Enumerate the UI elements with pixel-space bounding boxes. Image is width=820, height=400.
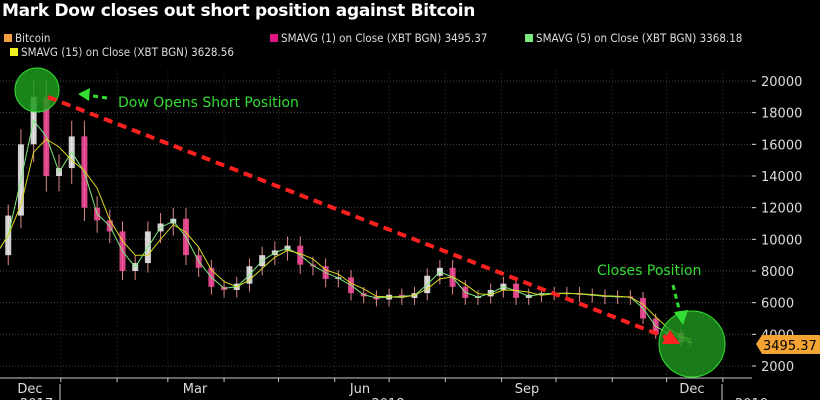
legend-label: Bitcoin bbox=[15, 31, 51, 45]
y-tick-label: 12000 bbox=[761, 202, 802, 217]
chart-title: Mark Dow closes out short position again… bbox=[2, 1, 476, 21]
legend-label: SMAVG (15) on Close (XBT BGN) 3628.56 bbox=[21, 45, 234, 59]
legend-swatch bbox=[525, 34, 533, 42]
legend-smavg5: SMAVG (5) on Close (XBT BGN) 3368.18 bbox=[525, 31, 742, 45]
x-year-label: 2017 bbox=[20, 397, 53, 400]
x-year-label: 2019 bbox=[735, 397, 768, 400]
sma-15-line bbox=[0, 138, 691, 340]
legend-swatch bbox=[270, 34, 278, 42]
y-tick-label: 2000 bbox=[761, 360, 794, 375]
y-tick-label: 20000 bbox=[761, 75, 802, 90]
x-tick-label: Dec bbox=[679, 382, 704, 397]
x-tick-label: Sep bbox=[515, 382, 540, 397]
last-price-tag: 3495.37 bbox=[756, 335, 820, 354]
x-year-label: 2018 bbox=[371, 397, 404, 400]
close-arrowhead bbox=[674, 310, 688, 325]
legend-label: SMAVG (1) on Close (XBT BGN) 3495.37 bbox=[281, 31, 488, 45]
legend-bitcoin: Bitcoin bbox=[4, 31, 50, 45]
y-tick-label: 8000 bbox=[761, 265, 794, 280]
close-annotation: Closes Position bbox=[597, 263, 701, 279]
legend-swatch bbox=[4, 34, 12, 42]
short-trend-arrow bbox=[47, 95, 669, 340]
y-tick-label: 6000 bbox=[761, 297, 794, 312]
legend-smavg15: SMAVG (15) on Close (XBT BGN) 3628.56 bbox=[10, 45, 234, 59]
open-position-circle bbox=[14, 67, 60, 113]
y-tick-label: 18000 bbox=[761, 107, 802, 122]
legend-swatch bbox=[10, 48, 18, 56]
open-arrowhead bbox=[78, 88, 90, 101]
short-trend-arrowhead bbox=[662, 330, 680, 344]
close-arrow bbox=[671, 284, 682, 314]
y-tick-label: 16000 bbox=[761, 138, 802, 153]
y-tick-label: 10000 bbox=[761, 233, 802, 248]
legend-label: SMAVG (5) on Close (XBT BGN) 3368.18 bbox=[536, 31, 743, 45]
y-tick-label: 14000 bbox=[761, 170, 802, 185]
sma-5-line bbox=[0, 119, 691, 343]
last-price-label: 3495.37 bbox=[763, 339, 817, 354]
x-tick-label: Mar bbox=[183, 382, 208, 397]
close-position-circle bbox=[658, 310, 726, 378]
x-tick-label: Dec bbox=[17, 382, 42, 397]
x-tick-label: Jun bbox=[349, 382, 370, 397]
open-annotation: Dow Opens Short Position bbox=[118, 95, 299, 111]
legend-smavg1: SMAVG (1) on Close (XBT BGN) 3495.37 bbox=[270, 31, 487, 45]
open-arrow bbox=[85, 93, 108, 100]
